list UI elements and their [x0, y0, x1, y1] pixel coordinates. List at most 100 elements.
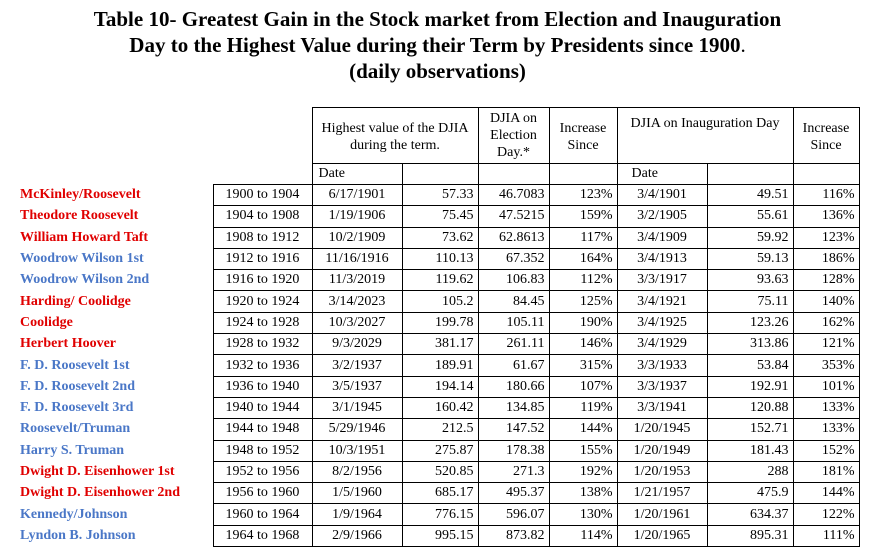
high-date: 9/3/2029	[311, 333, 403, 356]
president-name: Theodore Roosevelt	[20, 208, 139, 224]
term-years: 1920 to 1924	[212, 290, 313, 313]
increase-since-election: 112%	[548, 269, 618, 292]
election-djia: 105.11	[477, 311, 550, 335]
table-title: Table 10- Greatest Gain in the Stock mar…	[0, 0, 875, 84]
inauguration-date: 1/20/1953	[616, 460, 708, 484]
term-years: 1916 to 1920	[212, 269, 313, 292]
increase-since-inauguration: 133%	[792, 396, 860, 420]
high-value: 73.62	[401, 226, 479, 249]
term-years: 1936 to 1940	[212, 375, 313, 398]
increase-since-election: 138%	[548, 482, 618, 505]
high-value: 160.42	[401, 396, 479, 420]
election-djia: 147.52	[477, 418, 550, 441]
date-row-blank-election	[477, 163, 550, 185]
increase-since-inauguration: 162%	[792, 311, 860, 335]
increase-since-inauguration: 140%	[792, 290, 860, 313]
inauguration-djia: 123.26	[706, 311, 794, 335]
high-value: 275.87	[401, 439, 479, 462]
table-row: Dwight D. Eisenhower 2nd 1956 to 1960 1/5/…	[20, 482, 860, 505]
table-row: F. D. Roosevelt 1st 1932 to 1936 3/2/1937 1…	[20, 354, 860, 377]
increase-since-inauguration: 122%	[792, 503, 860, 526]
term-years: 1908 to 1912	[212, 226, 313, 249]
increase-since-inauguration: 152%	[792, 439, 860, 462]
increase-since-election: 119%	[548, 396, 618, 420]
increase-since-election: 190%	[548, 311, 618, 335]
increase-since-election: 155%	[548, 439, 618, 462]
header-election-djia: DJIA on Election Day.*	[477, 107, 550, 164]
high-date: 1/5/1960	[311, 482, 403, 505]
increase-since-inauguration: 133%	[792, 418, 860, 441]
header-blank-name	[20, 108, 213, 164]
high-value: 199.78	[401, 311, 479, 335]
inauguration-date: 1/20/1945	[616, 418, 708, 441]
title-line-2-text: Day to the Highest Value during their Te…	[129, 33, 741, 57]
inauguration-djia: 53.84	[706, 354, 794, 377]
high-date: 1/9/1964	[311, 503, 403, 526]
president-name: Dwight D. Eisenhower 1st	[20, 464, 175, 479]
table-row: Lyndon B. Johnson 1964 to 1968 2/9/1966 995…	[20, 524, 860, 548]
high-date: 3/5/1937	[311, 375, 403, 398]
increase-since-election: 146%	[548, 333, 618, 356]
term-years: 1948 to 1952	[212, 439, 313, 462]
inauguration-date: 3/4/1913	[616, 247, 708, 271]
high-date: 6/17/1901	[311, 183, 403, 207]
high-date: 3/14/2023	[311, 290, 403, 313]
election-djia: 495.37	[477, 482, 550, 505]
increase-since-inauguration: 186%	[792, 247, 860, 271]
table-row: Harding/ Coolidge 1920 to 1924 3/14/2023 10…	[20, 290, 860, 313]
president-gain-table: Highest value of the DJIA during the ter…	[20, 107, 860, 548]
inauguration-date: 1/20/1949	[616, 439, 708, 462]
inauguration-djia: 75.11	[706, 290, 794, 313]
increase-since-election: 130%	[548, 503, 618, 526]
inauguration-date: 3/3/1917	[616, 269, 708, 292]
inauguration-djia: 59.13	[706, 247, 794, 271]
increase-since-election: 192%	[548, 460, 618, 484]
increase-since-inauguration: 116%	[792, 183, 860, 207]
high-value: 685.17	[401, 482, 479, 505]
election-djia: 61.67	[477, 354, 550, 377]
increase-since-inauguration: 121%	[792, 333, 860, 356]
president-name: William Howard Taft	[20, 229, 149, 245]
table-row: Herbert Hoover 1928 to 1932 9/3/2029 381.17…	[20, 333, 860, 356]
term-years: 1912 to 1916	[212, 247, 313, 271]
election-djia: 47.5215	[477, 205, 550, 228]
increase-since-inauguration: 101%	[792, 375, 860, 398]
increase-since-inauguration: 136%	[792, 205, 860, 228]
high-date: 10/3/1951	[311, 439, 403, 462]
high-value: 212.5	[401, 418, 479, 441]
table-row: Kennedy/Johnson 1960 to 1964 1/9/1964 776.1…	[20, 503, 860, 526]
inauguration-djia: 192.91	[706, 375, 794, 398]
header-increase-since-inauguration: Increase Since	[792, 107, 860, 164]
inauguration-date: 3/3/1933	[616, 354, 708, 377]
high-value: 995.15	[401, 524, 479, 548]
increase-since-election: 164%	[548, 247, 618, 271]
high-date: 10/3/2027	[311, 311, 403, 335]
title-line-2: Day to the Highest Value during their Te…	[0, 32, 875, 58]
table-row: Roosevelt/Truman 1944 to 1948 5/29/1946 212…	[20, 418, 860, 441]
high-value: 105.2	[401, 290, 479, 313]
election-djia: 271.3	[477, 460, 550, 484]
president-name: F. D. Roosevelt 3rd	[20, 400, 134, 416]
inauguration-date: 3/4/1929	[616, 333, 708, 356]
inauguration-djia: 59.92	[706, 226, 794, 249]
inauguration-djia: 475.9	[706, 482, 794, 505]
header-inauguration-djia: DJIA on Inauguration Day	[616, 107, 794, 164]
high-value: 194.14	[401, 375, 479, 398]
date-label-inauguration: Date	[616, 163, 708, 185]
inauguration-date: 3/3/1941	[616, 396, 708, 420]
high-date: 3/1/1945	[311, 396, 403, 420]
high-date: 10/2/1909	[311, 226, 403, 249]
title-line-3: (daily observations)	[349, 59, 526, 83]
header-row: Highest value of the DJIA during the ter…	[20, 107, 860, 164]
term-years: 1900 to 1904	[212, 183, 313, 207]
president-name: Dwight D. Eisenhower 2nd	[20, 485, 180, 501]
increase-since-election: 159%	[548, 205, 618, 228]
table-row: Coolidge 1924 to 1928 10/3/2027 199.78 105.1…	[20, 311, 860, 335]
inauguration-date: 3/4/1901	[616, 183, 708, 207]
date-row-blank-increase2	[792, 163, 860, 185]
term-years: 1956 to 1960	[212, 482, 313, 505]
table-row: Dwight D. Eisenhower 1st 1952 to 1956 8/2/…	[20, 460, 860, 484]
date-row-blank-inaug-value	[706, 163, 794, 185]
date-label-high: Date	[311, 163, 403, 185]
election-djia: 873.82	[477, 524, 550, 548]
